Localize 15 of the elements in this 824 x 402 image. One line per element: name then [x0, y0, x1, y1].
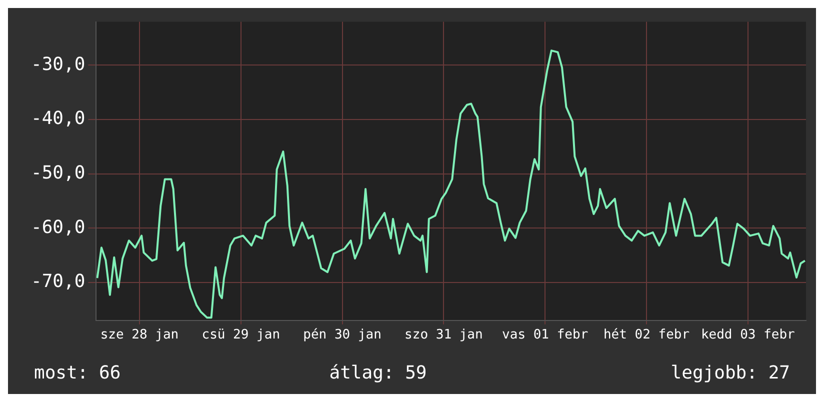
text: legjobb: 27 — [670, 362, 790, 384]
text: átlag: 59 — [329, 362, 427, 384]
x-tick-label: hét 02 febr — [603, 328, 690, 343]
y-tick-label: -60,0 — [30, 216, 86, 238]
x-tick-label: csü 29 jan — [202, 328, 280, 343]
y-tick-label: -70,0 — [30, 271, 86, 292]
y-tick-label: -50,0 — [30, 162, 86, 184]
x-tick-label: pén 30 jan — [303, 328, 382, 343]
x-tick-label: sze 28 jan — [100, 328, 179, 343]
text: most: 66 — [34, 362, 121, 384]
y-tick-label: -30,0 — [30, 54, 86, 75]
y-tick-label: -40,0 — [30, 108, 86, 130]
x-tick-label: szo 31 jan — [404, 328, 483, 343]
x-tick-label: vas 01 febr — [502, 328, 588, 343]
x-tick-label: kedd 03 febr — [700, 328, 796, 343]
